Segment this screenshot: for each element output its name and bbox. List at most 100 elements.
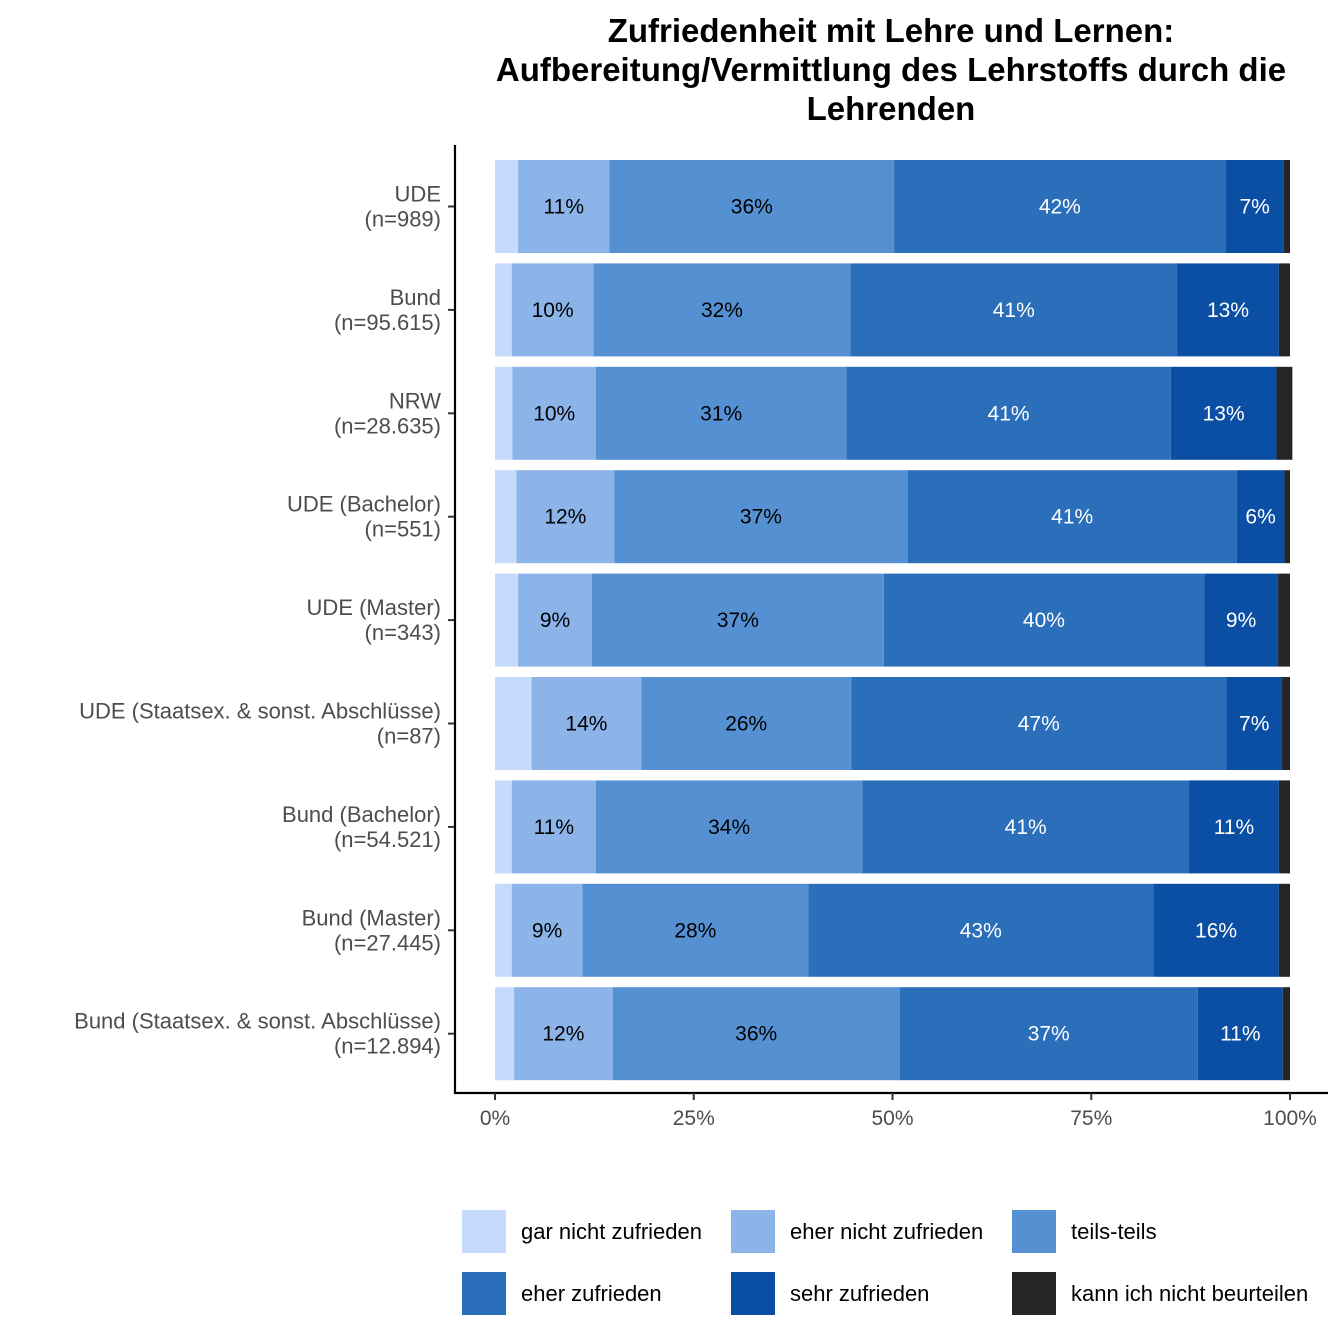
data-label: 36% (735, 1023, 777, 1046)
category-label: UDE (Staatsex. & sonst. Abschlüsse) (79, 699, 441, 724)
bar-segment (1276, 366, 1293, 460)
bar-row: 9% 28% 43% 16% (495, 883, 1290, 977)
legend-swatch (731, 1210, 775, 1253)
data-label: 37% (1028, 1023, 1070, 1046)
x-tick-label: 100% (1263, 1107, 1317, 1130)
legend-label: kann ich nicht beurteilen (1071, 1281, 1308, 1306)
data-label: 9% (532, 919, 562, 942)
data-label: 41% (988, 402, 1030, 425)
legend-swatch (731, 1272, 775, 1315)
bar-segment (595, 366, 847, 460)
bar-segment (1204, 573, 1279, 667)
data-label: 9% (540, 609, 570, 632)
data-label: 26% (725, 713, 767, 736)
bar-segment (531, 677, 642, 770)
bar-segment (1282, 677, 1290, 770)
data-label: 10% (533, 402, 575, 425)
data-label: 37% (717, 609, 759, 632)
category-label: Bund (Master) (302, 905, 441, 930)
data-label: 43% (960, 919, 1002, 942)
data-label: 40% (1023, 609, 1065, 632)
data-label: 34% (708, 816, 750, 839)
bar-segment (1278, 883, 1290, 977)
bar-segment (1177, 263, 1279, 357)
data-label: 41% (1005, 816, 1047, 839)
data-label: 47% (1018, 713, 1060, 736)
x-tick-label: 75% (1070, 1107, 1112, 1130)
bar-segment (641, 677, 852, 770)
title-line: Aufbereitung/Vermittlung des Lehrstoffs … (496, 51, 1286, 88)
category-count: (n=12.894) (334, 1034, 441, 1059)
bar-segment (862, 780, 1190, 874)
category-label: Bund (Staatsex. & sonst. Abschlüsse) (74, 1009, 441, 1034)
data-label: 42% (1039, 196, 1081, 219)
data-label: 41% (1051, 506, 1093, 529)
data-label: 37% (740, 506, 782, 529)
bar-segment (612, 987, 900, 1081)
bar-segment (595, 780, 863, 874)
bar-segment (495, 883, 512, 977)
data-label: 41% (993, 299, 1035, 322)
bar-segment (495, 366, 513, 460)
bar-segment (1189, 780, 1279, 874)
category-label: Bund (390, 285, 441, 310)
axes (453, 145, 1328, 1095)
data-label: 11% (544, 196, 584, 219)
bar-segment (495, 160, 519, 253)
legend-swatch (462, 1210, 506, 1253)
category-count: (n=989) (365, 207, 441, 232)
bar-segment (851, 677, 1227, 770)
bar-segment (511, 263, 594, 357)
category-count: (n=54.521) (334, 827, 441, 852)
data-label: 10% (532, 299, 574, 322)
bar-segment (511, 780, 596, 874)
bar-segment (514, 987, 613, 1081)
x-tick-label: 0% (480, 1107, 510, 1130)
bar-row: 14% 26% 47% 7% (495, 677, 1290, 770)
bar-segment (883, 573, 1205, 667)
bar-row: 9% 37% 40% 9% (495, 573, 1290, 667)
bar-segment (495, 263, 512, 357)
category-count: (n=343) (365, 620, 441, 645)
data-label: 6% (1245, 506, 1275, 529)
data-label: 36% (731, 196, 773, 219)
bar-segment (1282, 987, 1290, 1081)
bar-segment (582, 883, 809, 977)
legend-item: teils-teils (1012, 1210, 1157, 1253)
legend-swatch (462, 1272, 506, 1315)
bar-row: 12% 36% 37% 11% (495, 987, 1290, 1081)
bar-segment (1283, 160, 1290, 253)
bar-segment (495, 470, 517, 564)
bar-segment (1278, 573, 1290, 667)
category-label: NRW (389, 388, 441, 413)
bar-segment (1278, 780, 1290, 874)
x-axis-ticks: 0% 25% 50% 75% 100% (480, 1093, 1317, 1130)
legend-swatch (1012, 1210, 1056, 1253)
bar-segment (495, 573, 519, 667)
category-label: UDE (Bachelor) (287, 492, 441, 517)
legend-label: eher nicht zufrieden (790, 1219, 983, 1244)
data-label: 11% (1220, 1023, 1260, 1046)
bar-segment (1197, 987, 1283, 1081)
legend-label: gar nicht zufrieden (521, 1219, 702, 1244)
bar-segment (518, 573, 592, 667)
title-line: Lehrenden (807, 90, 976, 127)
bars: 11% 36% 42% 7% 10% 32% 41% 13% 10% 31% 41% 13% 12% 37… (495, 160, 1293, 1081)
bar-segment (495, 987, 515, 1081)
data-label: 9% (1226, 609, 1256, 632)
data-label: 7% (1239, 196, 1269, 219)
data-label: 11% (1214, 816, 1254, 839)
bar-segment (894, 160, 1226, 253)
data-label: 12% (542, 1023, 584, 1046)
data-label: 31% (700, 402, 742, 425)
category-count: (n=551) (365, 517, 441, 542)
legend-item: sehr zufrieden (731, 1272, 929, 1315)
category-count: (n=95.615) (334, 310, 441, 335)
legend-item: eher zufrieden (462, 1272, 662, 1315)
data-label: 7% (1239, 713, 1269, 736)
legend-item: kann ich nicht beurteilen (1012, 1272, 1308, 1315)
bar-segment (1284, 470, 1290, 564)
bar-segment (1226, 677, 1283, 770)
category-count: (n=27.445) (334, 930, 441, 955)
